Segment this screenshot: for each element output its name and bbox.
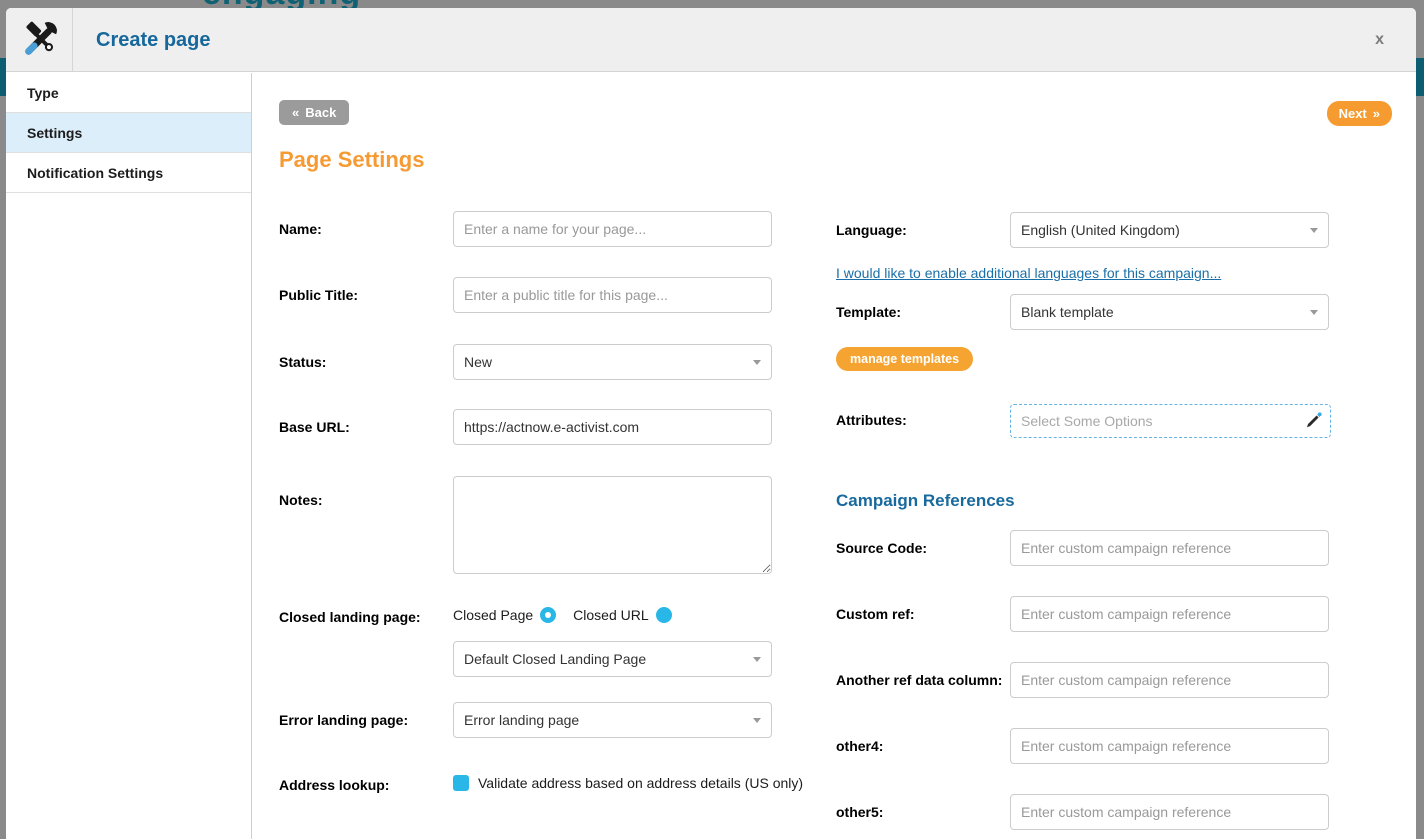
tools-icon: [6, 8, 73, 72]
closed-page-radio[interactable]: [540, 607, 557, 623]
notes-textarea[interactable]: [453, 476, 772, 574]
address-lookup-checkbox-label: Validate address based on address detail…: [478, 775, 804, 791]
public-title-input[interactable]: [453, 277, 772, 313]
template-label: Template:: [836, 304, 902, 320]
language-select[interactable]: English (United Kingdom): [1010, 212, 1329, 248]
modal-title: Create page: [96, 28, 211, 51]
chevron-down-icon: [1310, 228, 1318, 233]
template-select[interactable]: Blank template: [1010, 294, 1329, 330]
chevron-down-icon: [753, 657, 761, 662]
status-select[interactable]: New: [453, 344, 772, 380]
name-label: Name:: [279, 221, 322, 237]
error-landing-page-label: Error landing page:: [279, 712, 409, 728]
language-label: Language:: [836, 222, 907, 238]
next-chevrons-icon: »: [1372, 106, 1380, 121]
chevron-down-icon: [753, 718, 761, 723]
source-code-input[interactable]: [1010, 530, 1329, 566]
edit-pencil-icon[interactable]: [1304, 412, 1322, 433]
custom-ref-input[interactable]: [1010, 596, 1329, 632]
close-icon[interactable]: x: [1375, 31, 1384, 48]
other5-label: other5:: [836, 804, 884, 820]
closed-landing-radio-group: Closed Page Closed URL: [453, 607, 672, 623]
back-button[interactable]: « Back: [279, 100, 350, 125]
next-button[interactable]: Next »: [1326, 101, 1392, 126]
settings-panel: « Back Next » Page Settings Name: Public…: [253, 73, 1416, 839]
campaign-references-heading: Campaign References: [836, 491, 1015, 510]
wizard-sidebar: Type Settings Notification Settings: [6, 73, 252, 839]
address-lookup-checkbox[interactable]: [453, 775, 469, 791]
sidebar-item-settings[interactable]: Settings: [6, 113, 251, 153]
sidebar-item-notification-settings[interactable]: Notification Settings: [6, 153, 251, 193]
other4-input[interactable]: [1010, 728, 1329, 764]
closed-landing-page-label: Closed landing page:: [279, 609, 421, 625]
chevron-down-icon: [753, 360, 761, 365]
address-lookup-label: Address lookup:: [279, 777, 390, 793]
another-ref-data-column-label: Another ref data column:: [836, 672, 1003, 688]
chevron-down-icon: [1310, 310, 1318, 315]
public-title-label: Public Title:: [279, 287, 359, 303]
other4-label: other4:: [836, 738, 884, 754]
back-chevrons-icon: «: [292, 105, 300, 120]
modal-header: Create page x: [6, 8, 1416, 72]
base-url-label: Base URL:: [279, 419, 350, 435]
manage-templates-button[interactable]: manage templates: [836, 347, 974, 371]
custom-ref-label: Custom ref:: [836, 606, 915, 622]
other5-input[interactable]: [1010, 794, 1329, 830]
another-ref-data-column-input[interactable]: [1010, 662, 1329, 698]
status-label: Status:: [279, 354, 327, 370]
closed-url-option-label: Closed URL: [573, 607, 649, 623]
create-page-modal: Create page x Type Settings Notification…: [6, 8, 1416, 839]
closed-url-radio[interactable]: [655, 607, 672, 623]
address-lookup-row: Validate address based on address detail…: [453, 775, 803, 791]
attributes-label: Attributes:: [836, 412, 907, 428]
page-title: Page Settings: [279, 147, 425, 172]
background-logo-text: engaging: [202, 0, 462, 8]
source-code-label: Source Code:: [836, 540, 928, 556]
base-url-input[interactable]: [453, 409, 772, 445]
additional-languages-link[interactable]: I would like to enable additional langua…: [836, 265, 1222, 281]
sidebar-item-type[interactable]: Type: [6, 73, 251, 113]
error-landing-page-select[interactable]: Error landing page: [453, 702, 772, 738]
notes-label: Notes:: [279, 492, 323, 508]
attributes-multiselect[interactable]: Select Some Options: [1010, 404, 1331, 438]
closed-landing-page-select[interactable]: Default Closed Landing Page: [453, 641, 772, 677]
name-input[interactable]: [453, 211, 772, 247]
closed-page-option-label: Closed Page: [453, 607, 534, 623]
